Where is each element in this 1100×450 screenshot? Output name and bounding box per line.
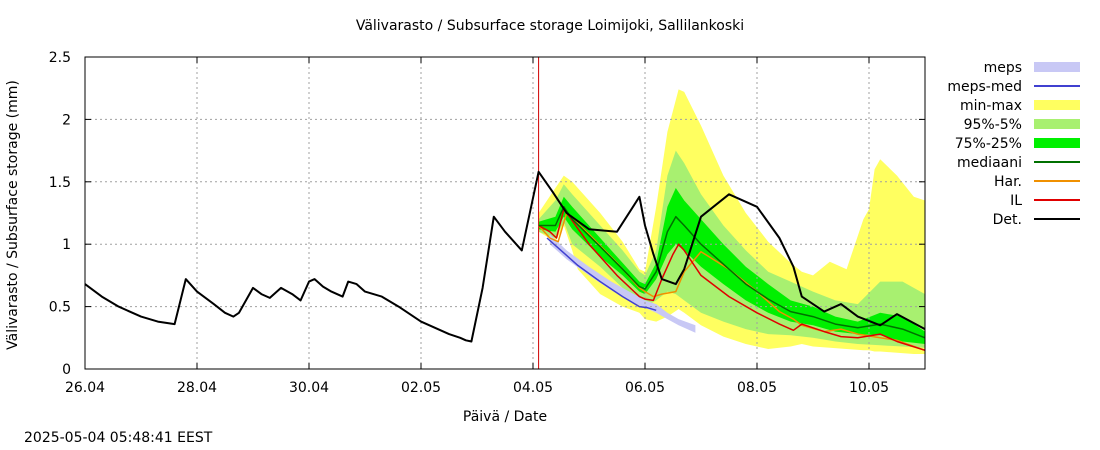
- series-mediaani: [538, 206, 926, 339]
- legend-swatch: [1034, 138, 1080, 148]
- legend-label: 95%-5%: [964, 117, 1022, 133]
- timestamp: 2025-05-04 05:48:41 EEST: [24, 430, 213, 446]
- x-axis-label: Päivä / Date: [463, 409, 547, 425]
- chart-title: Välivarasto / Subsurface storage Loimijo…: [355, 18, 745, 34]
- band-meps: [549, 234, 696, 333]
- x-tick-label: 26.04: [65, 380, 105, 396]
- y-tick-label: 1.5: [49, 175, 71, 191]
- x-tick-label: 30.04: [289, 380, 329, 396]
- legend-label: IL: [1010, 193, 1022, 209]
- legend-swatch: [1034, 119, 1080, 129]
- legend: meps meps-med min-max 95%-5% 75%-25% mediaani…: [947, 60, 1080, 228]
- legend-swatch: [1034, 100, 1080, 110]
- legend-swatch: [1034, 62, 1080, 72]
- band-75-25-: [538, 188, 925, 344]
- band-95-5-: [538, 150, 925, 348]
- y-tick-label: 2: [62, 112, 71, 128]
- x-tick-label: 10.05: [849, 380, 889, 396]
- legend-label: Det.: [993, 212, 1022, 228]
- legend-label: meps-med: [947, 79, 1022, 95]
- x-tick-label: 04.05: [513, 380, 553, 396]
- y-tick-label: 0.5: [49, 300, 71, 316]
- legend-label: meps: [984, 60, 1022, 76]
- y-tick-label: 2.5: [49, 50, 71, 66]
- plot-lines: [84, 57, 926, 369]
- series-det: [84, 170, 926, 343]
- plot-frame: [84, 56, 926, 370]
- plot-bands: [538, 89, 925, 355]
- x-tick-label: 28.04: [177, 380, 217, 396]
- legend-label: Har.: [994, 174, 1022, 190]
- x-tick-label: 06.05: [625, 380, 665, 396]
- legend-label: min-max: [960, 98, 1022, 114]
- x-tick-label: 08.05: [737, 380, 777, 396]
- legend-label: 75%-25%: [955, 136, 1022, 152]
- y-axis-label: Välivarasto / Subsurface storage (mm): [5, 80, 21, 350]
- x-tick-label: 02.05: [401, 380, 441, 396]
- series-il: [538, 208, 926, 352]
- y-tick-label: 1: [62, 237, 71, 253]
- plot-grid: [85, 57, 925, 369]
- series-meps-med: [546, 237, 657, 312]
- legend-label: mediaani: [957, 155, 1022, 171]
- axis-ticks: 26.04 28.04 30.04 02.05 04.05 06.05 08.05 10.05…: [49, 50, 925, 396]
- y-tick-label: 0: [62, 362, 71, 378]
